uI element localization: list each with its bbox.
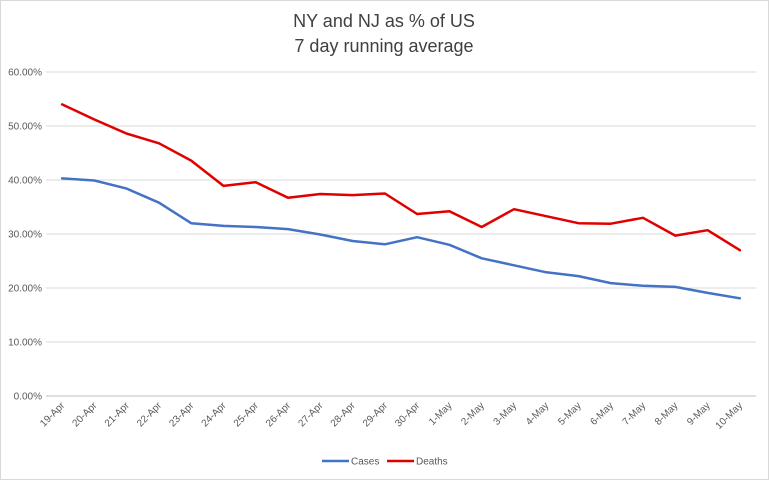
y-tick-label: 30.00% bbox=[8, 230, 42, 241]
x-tick-label: 19-Apr bbox=[38, 400, 67, 429]
x-tick-label: 2-May bbox=[459, 400, 486, 427]
x-tick-label: 5-May bbox=[556, 400, 583, 427]
x-tick-label: 9-May bbox=[685, 400, 712, 427]
x-tick-label: 4-May bbox=[524, 400, 551, 427]
x-tick-label: 29-Apr bbox=[361, 400, 390, 429]
x-tick-label: 27-Apr bbox=[296, 400, 325, 429]
x-tick-label: 25-Apr bbox=[232, 400, 261, 429]
gridlines bbox=[46, 71, 756, 397]
x-tick-label: 30-Apr bbox=[393, 400, 422, 429]
y-tick-label: 40.00% bbox=[8, 176, 42, 187]
x-tick-label: 23-Apr bbox=[167, 400, 196, 429]
y-tick-label: 20.00% bbox=[8, 284, 42, 295]
x-tick-label: 28-Apr bbox=[329, 400, 358, 429]
x-tick-label: 1-May bbox=[427, 400, 454, 427]
x-tick-label: 22-Apr bbox=[135, 400, 164, 429]
x-tick-label: 26-Apr bbox=[264, 400, 293, 429]
chart-subtitle: 7 day running average bbox=[294, 36, 473, 56]
series-line-cases bbox=[60, 177, 742, 300]
y-tick-label: 60.00% bbox=[8, 68, 42, 79]
y-tick-label: 10.00% bbox=[8, 338, 42, 349]
x-tick-label: 7-May bbox=[621, 400, 648, 427]
x-tick-label: 3-May bbox=[492, 400, 519, 427]
y-tick-label: 0.00% bbox=[14, 392, 42, 403]
y-tick-label: 50.00% bbox=[8, 122, 42, 133]
x-tick-label: 20-Apr bbox=[71, 400, 100, 429]
x-axis: 19-Apr 20-Apr 21-Apr 22-Apr 23-Apr 24-Apr 25-A… bbox=[38, 400, 745, 432]
legend: Cases Deaths bbox=[322, 457, 448, 468]
y-axis: 0.00% 10.00% 20.00% 30.00% 40.00% 50.00% 60.00… bbox=[8, 68, 42, 403]
x-tick-label: 8-May bbox=[653, 400, 680, 427]
series-line-deaths bbox=[60, 103, 742, 252]
x-tick-label: 6-May bbox=[588, 400, 615, 427]
x-tick-label: 10-May bbox=[714, 400, 745, 431]
legend-label-cases: Cases bbox=[351, 457, 379, 468]
chart-title: NY and NJ as % of US bbox=[293, 11, 475, 31]
x-tick-label: 21-Apr bbox=[103, 400, 132, 429]
legend-label-deaths: Deaths bbox=[416, 457, 448, 468]
x-tick-label: 24-Apr bbox=[200, 400, 229, 429]
series-lines bbox=[60, 103, 742, 300]
